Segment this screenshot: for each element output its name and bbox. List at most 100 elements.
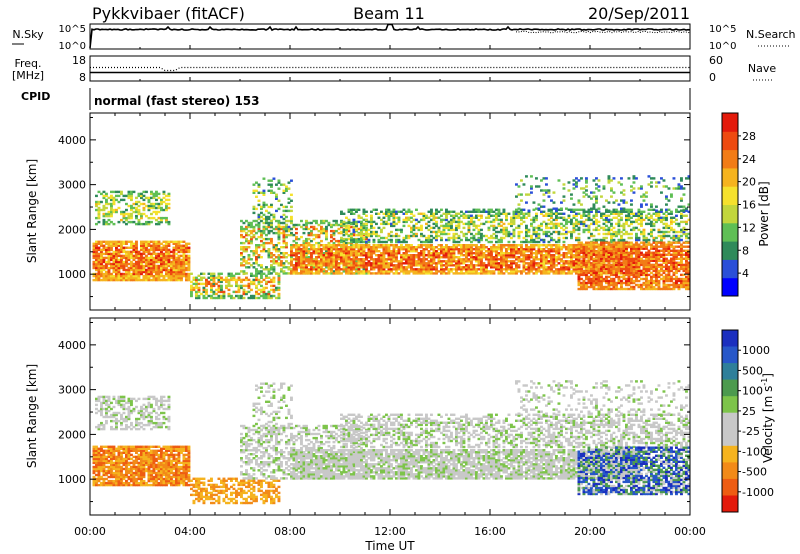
heatmap-cell	[430, 248, 433, 251]
heatmap-cell	[292, 264, 296, 267]
heatmap-cell	[565, 218, 568, 222]
heatmap-cell	[275, 219, 278, 223]
heatmap-cell	[537, 246, 541, 249]
heatmap-cell	[392, 264, 396, 267]
heatmap-cell	[352, 256, 356, 259]
heatmap-cell	[102, 252, 106, 256]
heatmap-cell	[102, 274, 106, 278]
heatmap-cell	[350, 266, 353, 269]
heatmap-cell	[585, 287, 588, 291]
heatmap-cell	[410, 250, 413, 253]
heatmap-cell	[392, 224, 396, 228]
heatmap-cell	[680, 234, 683, 238]
heatmap-cell	[347, 248, 351, 251]
heatmap-cell	[677, 224, 681, 228]
heatmap-cell	[372, 230, 376, 234]
heatmap-cell	[677, 238, 681, 242]
heatmap-cell	[535, 214, 538, 217]
heatmap-cell	[557, 208, 561, 211]
heatmap-cell	[350, 272, 353, 275]
heatmap-cell	[587, 226, 591, 230]
heatmap-cell	[412, 270, 416, 273]
heatmap-cell	[160, 220, 163, 224]
heatmap-cell	[410, 270, 413, 273]
heatmap-cell	[445, 250, 448, 253]
heatmap-cell	[362, 258, 366, 261]
heatmap-cell	[632, 175, 636, 178]
heatmap-cell	[612, 238, 616, 242]
heatmap-cell	[477, 236, 481, 240]
heatmap-cell	[322, 264, 326, 267]
heatmap-cell	[570, 210, 573, 213]
heatmap-cell	[497, 208, 501, 211]
heatmap-cell	[500, 272, 503, 275]
heatmap-cell	[587, 262, 591, 265]
heatmap-cell	[625, 210, 628, 213]
heatmap-cell	[180, 248, 183, 252]
heatmap-cell	[545, 268, 548, 271]
heatmap-cell	[580, 249, 583, 252]
heatmap-cell	[475, 210, 478, 213]
heatmap-cell	[432, 216, 436, 219]
heatmap-cell	[570, 264, 573, 267]
heatmap-cell	[517, 248, 521, 251]
heatmap-cell	[260, 270, 263, 273]
heatmap-cell	[535, 216, 538, 219]
heatmap-cell	[115, 264, 118, 268]
heatmap-cell	[672, 177, 676, 180]
heatmap-cell	[382, 244, 386, 247]
heatmap-cell	[122, 194, 126, 198]
heatmap-cell	[560, 226, 563, 230]
heatmap-cell	[392, 222, 396, 226]
heatmap-cell	[585, 283, 588, 287]
heatmap-cell	[542, 240, 546, 244]
heatmap-cell	[240, 235, 243, 239]
heatmap-cell	[417, 264, 421, 267]
heatmap-cell	[92, 274, 96, 278]
heatmap-cell	[375, 208, 378, 211]
heatmap-cell	[290, 248, 293, 251]
heatmap-cell	[550, 256, 553, 259]
heatmap-cell	[570, 222, 573, 226]
heatmap-cell	[310, 258, 313, 261]
heatmap-cell	[115, 276, 118, 280]
heatmap-cell	[580, 281, 583, 285]
heatmap-cell	[330, 264, 333, 267]
heatmap-cell	[612, 250, 616, 253]
heatmap-cell	[430, 272, 433, 275]
heatmap-cell	[140, 260, 143, 264]
heatmap-cell	[492, 226, 496, 230]
heatmap-cell	[395, 210, 398, 213]
freq-label: Freq.	[14, 57, 41, 70]
heatmap-cell	[572, 256, 576, 259]
heatmap-cell	[452, 220, 456, 224]
heatmap-cell	[427, 236, 431, 240]
heatmap-cell	[110, 242, 113, 245]
heatmap-cell	[615, 262, 618, 265]
heatmap-cell	[407, 254, 411, 257]
heatmap-cell	[547, 191, 551, 194]
heatmap-cell	[282, 241, 286, 245]
heatmap-cell	[680, 216, 683, 219]
heatmap-cell	[185, 266, 188, 270]
heatmap-cell	[650, 177, 653, 180]
heatmap-cell	[147, 244, 151, 247]
heatmap-cell	[567, 244, 571, 247]
heatmap-cell	[137, 276, 141, 280]
heatmap-cell	[620, 210, 623, 213]
heatmap-cell	[97, 248, 101, 252]
heatmap-cell	[575, 264, 578, 267]
heatmap-cell	[277, 282, 281, 286]
heatmap-cell	[492, 232, 496, 236]
heatmap-cell	[395, 270, 398, 273]
heatmap-cell	[277, 231, 281, 235]
heatmap-cell	[310, 266, 313, 269]
heatmap-cell	[462, 260, 466, 263]
heatmap-cell	[612, 226, 616, 230]
heatmap-cell	[415, 268, 418, 271]
heatmap-cell	[555, 230, 558, 234]
heatmap-cell	[462, 222, 466, 226]
heatmap-cell	[155, 278, 158, 282]
heatmap-cell	[270, 241, 273, 245]
heatmap-cell	[570, 246, 573, 249]
